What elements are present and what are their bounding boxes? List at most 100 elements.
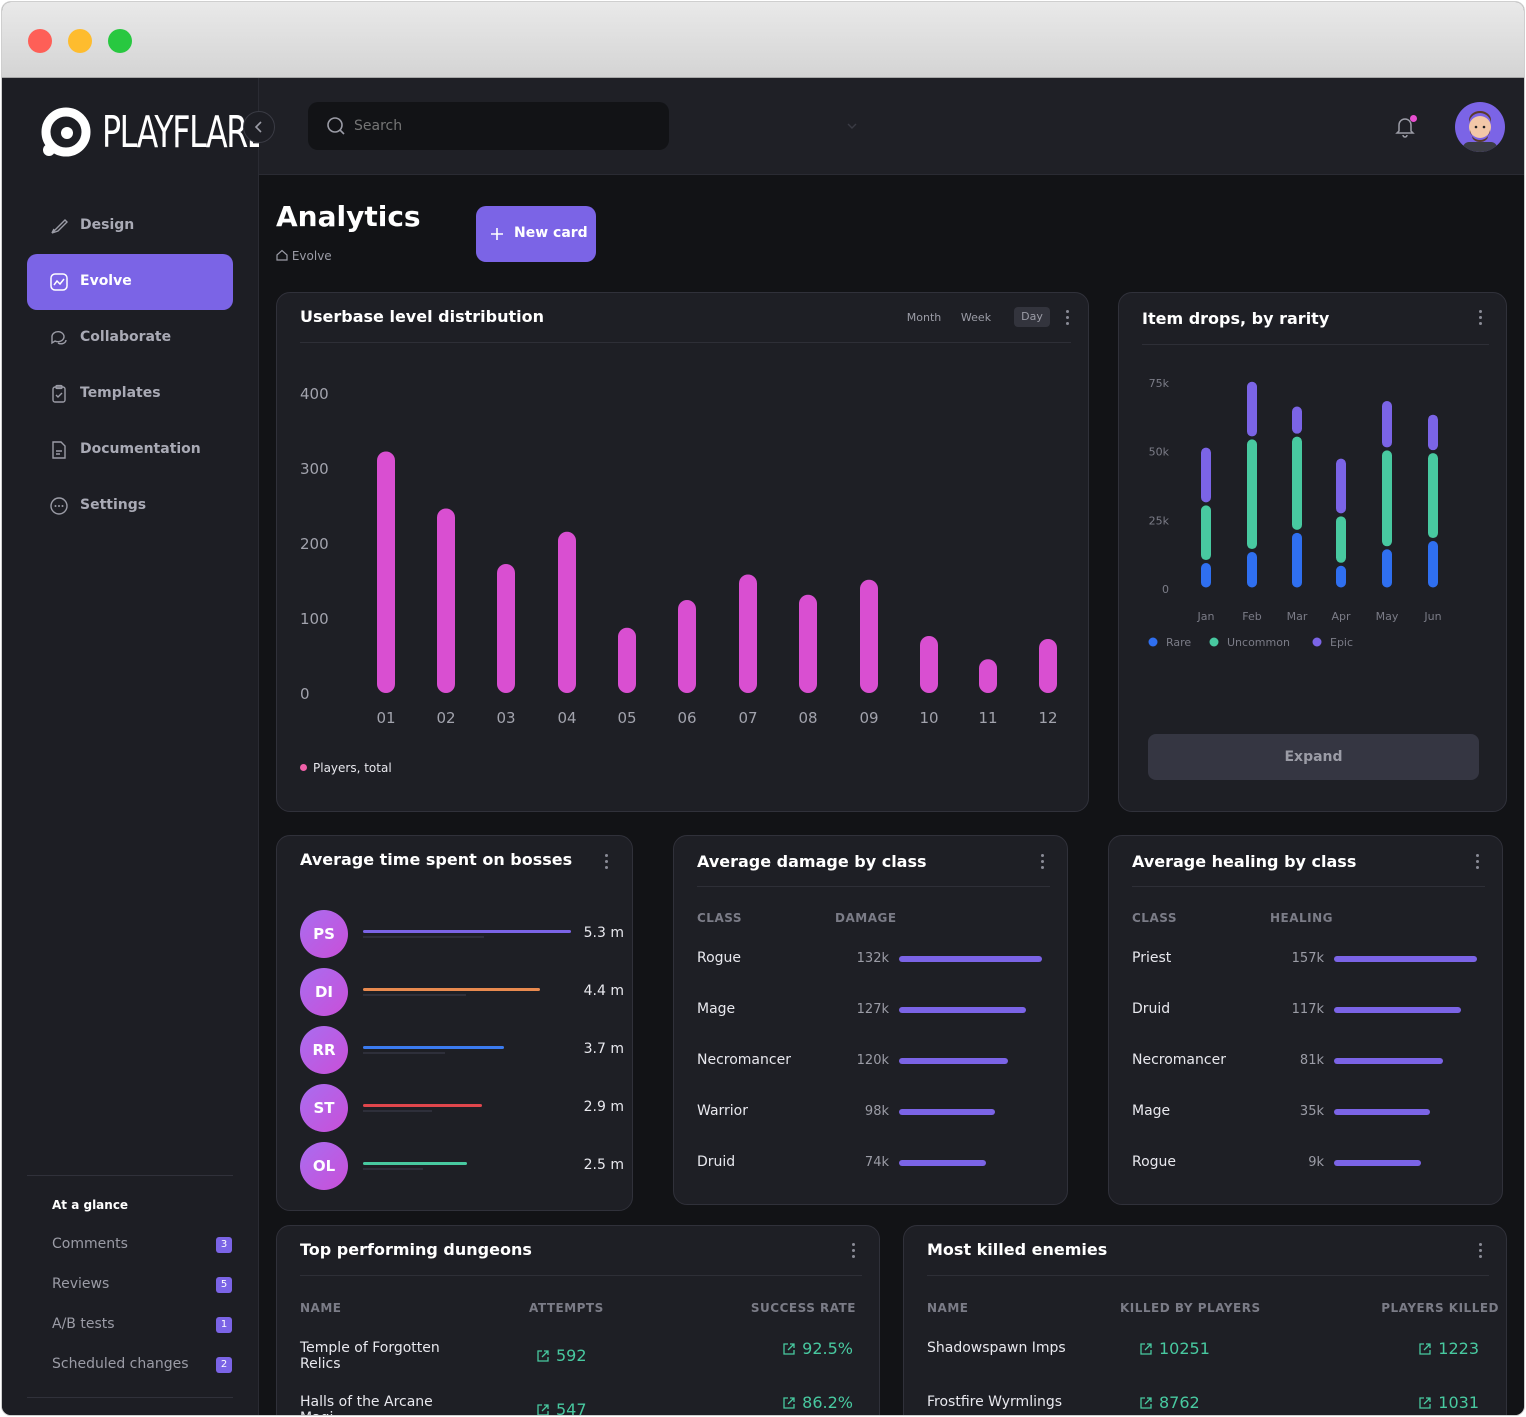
column-header-class: CLASS <box>697 911 742 925</box>
legend-label: Uncommon <box>1227 636 1290 649</box>
search-input[interactable] <box>354 115 654 137</box>
x-tick-label: 09 <box>859 709 878 727</box>
expand-button[interactable]: Expand <box>1148 734 1479 780</box>
count-badge: 3 <box>216 1237 232 1253</box>
chevron-down-icon[interactable] <box>845 119 859 133</box>
breadcrumb-item[interactable]: Evolve <box>291 249 332 263</box>
search-box[interactable] <box>308 102 669 150</box>
class-value: 120k <box>856 1053 889 1068</box>
bar <box>920 636 938 693</box>
card-menu-button[interactable] <box>852 1243 856 1259</box>
players-killed-value: 1223 <box>1438 1339 1479 1358</box>
column-header-damage: DAMAGE <box>835 911 897 925</box>
class-value: 9k <box>1308 1155 1324 1170</box>
glance-item[interactable]: Reviews <box>52 1276 110 1292</box>
y-tick-label: 0 <box>300 685 310 703</box>
x-tick-label: May <box>1376 610 1399 623</box>
boss-avatar: PS <box>300 910 348 958</box>
y-tick-label: 25k <box>1149 514 1170 527</box>
bar-segment-rare <box>1428 541 1438 588</box>
x-tick-label: 08 <box>798 709 817 727</box>
column-header-name: NAME <box>300 1301 342 1315</box>
dungeon-name: Halls of the Arcane Magi <box>300 1394 433 1415</box>
bar-segment-rare <box>1201 563 1211 588</box>
card-menu-button[interactable] <box>1479 310 1483 326</box>
card-menu-button[interactable] <box>1066 310 1070 326</box>
glance-item[interactable]: Comments <box>52 1236 128 1252</box>
x-tick-label: 01 <box>376 709 395 727</box>
boss-track <box>363 936 484 938</box>
new-card-button[interactable]: New card <box>476 206 596 262</box>
card-menu-button[interactable] <box>605 854 609 870</box>
enemy-name: Shadowspawn Imps <box>927 1340 1066 1356</box>
bar-segment-uncommon <box>1336 516 1346 563</box>
success-rate-link[interactable]: 92.5% <box>782 1339 853 1358</box>
home-icon <box>276 249 288 261</box>
sidebar-item-templates[interactable]: Templates <box>27 366 233 422</box>
glance-item[interactable]: Scheduled changes <box>52 1356 189 1372</box>
bar <box>739 574 757 693</box>
sidebar-item-collaborate[interactable]: Collaborate <box>27 310 233 366</box>
class-name: Druid <box>1132 1001 1171 1017</box>
bar-segment-uncommon <box>1201 505 1211 561</box>
class-name: Druid <box>697 1154 736 1170</box>
bar-segment-epic <box>1247 381 1257 437</box>
sidebar-item-evolve[interactable]: Evolve <box>27 254 233 310</box>
card-menu-button[interactable] <box>1476 854 1480 870</box>
boss-bar <box>363 1162 467 1165</box>
class-value: 127k <box>856 1002 889 1017</box>
clipboard-icon <box>49 384 69 404</box>
minimize-window-button[interactable] <box>68 29 92 53</box>
bar <box>558 531 576 693</box>
card-menu-button[interactable] <box>1041 854 1045 870</box>
killed-by-players-link[interactable]: 8762 <box>1139 1393 1200 1412</box>
sidebar-item-settings[interactable]: Settings <box>27 478 233 534</box>
flare-logo-icon <box>41 107 91 157</box>
boss-bar <box>363 988 540 991</box>
close-window-button[interactable] <box>28 29 52 53</box>
notification-dot <box>1410 115 1417 122</box>
players-killed-link[interactable]: 1223 <box>1418 1339 1479 1358</box>
boss-track <box>363 1168 424 1170</box>
range-week[interactable]: Week <box>960 311 992 324</box>
new-card-label: New card <box>514 225 588 241</box>
attempts-link[interactable]: 547 <box>536 1400 587 1415</box>
card-divider <box>300 1275 862 1276</box>
glance-item[interactable]: A/B tests <box>52 1316 115 1332</box>
boss-track <box>363 994 466 996</box>
players-killed-link[interactable]: 1031 <box>1418 1393 1479 1412</box>
sidebar-item-documentation[interactable]: Documentation <box>27 422 233 478</box>
class-name: Necromancer <box>697 1052 791 1068</box>
sidebar-item-label: Documentation <box>80 441 201 457</box>
sidebar-divider <box>27 1175 233 1176</box>
at-a-glance-title: At a glance <box>52 1198 129 1212</box>
bar-segment-rare <box>1292 532 1302 588</box>
external-link-icon <box>1140 1343 1152 1355</box>
sidebar-item-label: Evolve <box>80 273 132 289</box>
sidebar-item-design[interactable]: Design <box>27 198 233 254</box>
bar-segment-uncommon <box>1247 439 1257 550</box>
x-tick-label: 11 <box>978 709 997 727</box>
bar <box>437 508 455 693</box>
maximize-window-button[interactable] <box>108 29 132 53</box>
card-title: Average damage by class <box>697 852 927 871</box>
attempts-link[interactable]: 592 <box>536 1346 587 1365</box>
killed-by-players-link[interactable]: 10251 <box>1139 1339 1210 1358</box>
y-tick-label: 0 <box>1162 583 1169 596</box>
user-avatar[interactable] <box>1455 102 1505 152</box>
collapse-sidebar-button[interactable] <box>243 111 275 143</box>
notifications-button[interactable] <box>1391 112 1419 140</box>
success-rate-link[interactable]: 86.2% <box>782 1393 853 1412</box>
class-name: Priest <box>1132 950 1172 966</box>
chat-icon <box>49 328 69 348</box>
class-name: Mage <box>697 1001 736 1017</box>
range-month[interactable]: Month <box>906 311 942 324</box>
card-divider <box>300 342 1071 343</box>
x-tick-label: Feb <box>1242 610 1261 623</box>
sidebar: PLAYFLARE Design Evolve Collaborate Templat… <box>2 78 275 1415</box>
card-menu-button[interactable] <box>1479 1243 1483 1259</box>
range-day[interactable]: Day <box>1014 307 1050 327</box>
x-tick-label: Mar <box>1287 610 1308 623</box>
boss-time: 4.4 m <box>583 983 624 999</box>
